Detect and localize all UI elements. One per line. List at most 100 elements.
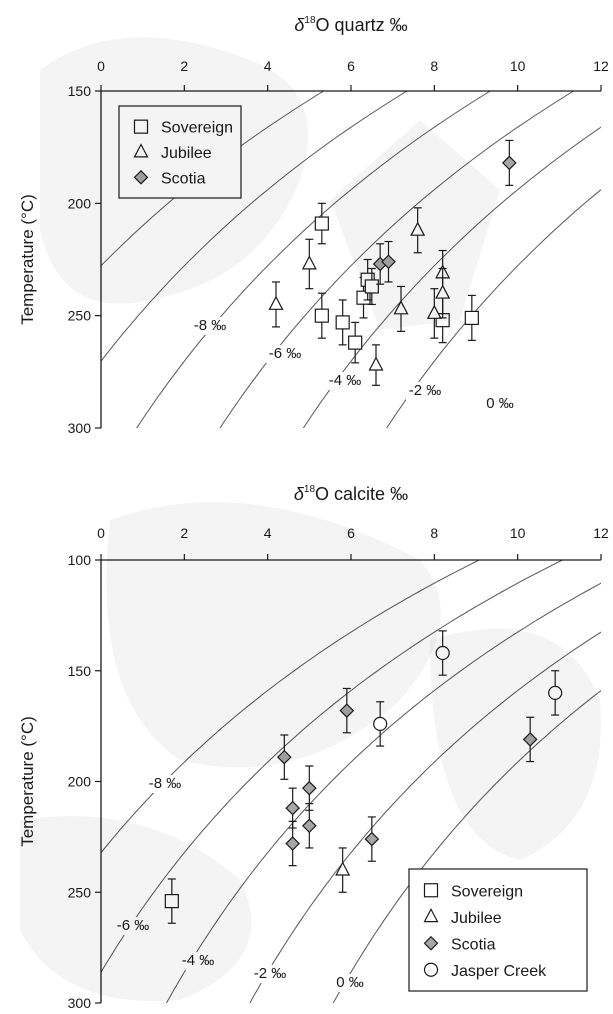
x-tick-label: 4 <box>264 58 272 74</box>
isoline-label-bg <box>406 382 446 400</box>
x-tick-label: 6 <box>347 525 355 541</box>
series-scotia <box>372 139 517 285</box>
isoline-1 <box>101 560 564 974</box>
isoline-3 <box>249 631 601 1003</box>
legend-marker-triangle <box>133 143 149 158</box>
legend-label: Jubilee <box>161 145 212 162</box>
isoline-label-bg <box>114 917 154 935</box>
isoline-label-bg <box>146 775 186 793</box>
isoline-label: 0 ‰ <box>336 974 364 991</box>
data-point <box>285 800 301 816</box>
data-point <box>285 836 301 851</box>
y-axis-label: Temperature (°C) <box>18 194 37 325</box>
chart-panel-1: -8 ‰ -6 ‰ -4 ‰ -2 ‰ 0 ‰ δ18O quartz ‰ 0 2 4 6 8 10 1… <box>18 15 609 436</box>
y-tick-label: 250 <box>68 308 92 324</box>
legend: Sovereign Jubilee Scotia Jasper Creek <box>408 868 588 992</box>
isoline-0 <box>101 91 325 267</box>
isoline-1 <box>101 91 408 363</box>
isoline-label: -6 ‰ <box>117 917 150 934</box>
data-point <box>373 716 388 732</box>
x-tick-label: 12 <box>593 58 609 74</box>
y-tick-label: 150 <box>68 83 92 99</box>
legend-marker-triangle <box>423 907 439 923</box>
legend-marker-square <box>133 119 149 134</box>
data-point <box>314 308 329 323</box>
data-point <box>410 221 426 236</box>
data-point <box>368 356 384 371</box>
legend-label: Jasper Creek <box>451 963 547 980</box>
series-sovereign <box>164 878 179 924</box>
data-point <box>548 685 563 701</box>
legend-label: Scotia <box>451 936 496 953</box>
data-point <box>335 861 351 876</box>
y-tick-label: 300 <box>68 420 92 436</box>
legend-box <box>408 868 588 992</box>
legend-marker-square <box>423 883 439 898</box>
series-jasper-creek <box>373 630 563 747</box>
data-point <box>381 254 396 270</box>
title-text: O quartz ‰ <box>316 15 408 35</box>
data-point <box>339 703 355 718</box>
y-tick-label: 100 <box>68 552 92 568</box>
x-tick-label: 8 <box>430 525 438 541</box>
isoline-2 <box>136 91 492 428</box>
isoline-4 <box>332 689 601 1003</box>
isoline-label: -8 ‰ <box>149 775 182 792</box>
series-jubilee <box>268 207 451 386</box>
legend-marker-circle <box>423 962 439 977</box>
legend-label: Jubilee <box>451 910 502 927</box>
data-point <box>348 335 363 350</box>
isoline-label: -8 ‰ <box>194 317 227 334</box>
isoline-label-bg <box>251 965 291 983</box>
y-tick-label: 250 <box>68 884 92 900</box>
data-point <box>464 310 479 326</box>
series-scotia <box>276 687 538 867</box>
series-sovereign <box>314 202 479 364</box>
data-point <box>435 284 451 299</box>
series-jubilee <box>335 847 351 893</box>
isoline-label: -2 ‰ <box>254 965 287 982</box>
data-point <box>393 300 409 315</box>
isoline-label: -6 ‰ <box>269 345 302 362</box>
isoline-5 <box>386 189 601 428</box>
data-point <box>301 818 317 834</box>
data-point <box>364 279 379 294</box>
chart-title: δ18O quartz ‰ <box>294 15 407 35</box>
title-delta: δ <box>294 484 305 504</box>
isoline-label-bg <box>481 395 521 413</box>
legend-label: Scotia <box>161 170 206 187</box>
data-point <box>276 749 292 765</box>
data-point <box>435 645 450 661</box>
x-tick-label: 2 <box>180 525 188 541</box>
x-tick-label: 0 <box>97 525 105 541</box>
chart-panel-2: -8 ‰ -6 ‰ -4 ‰ -2 ‰ 0 ‰ δ18O calcite ‰ 0 2 4 6 8 10… <box>18 484 609 1011</box>
data-point <box>356 290 371 305</box>
isoline-label: -4 ‰ <box>329 372 362 389</box>
x-tick-label: 4 <box>264 525 272 541</box>
x-tick-label: 8 <box>430 58 438 74</box>
x-tick-label: 6 <box>347 58 355 74</box>
isolines <box>101 91 601 428</box>
y-axis-label: Temperature (°C) <box>18 716 37 847</box>
legend-marker-diamond <box>133 169 149 185</box>
title-superscript: 18 <box>304 484 316 495</box>
isoline-label-bg <box>191 317 231 335</box>
title-superscript: 18 <box>304 15 316 26</box>
y-tick-label: 150 <box>68 663 92 679</box>
isoline-label-bg <box>266 345 306 363</box>
data-point <box>501 155 517 171</box>
isoline-label-bg <box>331 974 371 992</box>
data-point <box>426 304 442 319</box>
x-tick-label: 2 <box>180 58 188 74</box>
isoline-label-bg <box>326 372 366 390</box>
y-tick-label: 200 <box>68 195 92 211</box>
x-tick-label: 12 <box>593 525 609 541</box>
isoline-4 <box>302 126 601 428</box>
y-tick-label: 200 <box>68 774 92 790</box>
data-point <box>268 295 284 310</box>
data-point <box>301 255 317 270</box>
legend-marker-diamond <box>423 935 439 951</box>
data-point <box>164 894 179 909</box>
isoline-3 <box>219 91 575 428</box>
